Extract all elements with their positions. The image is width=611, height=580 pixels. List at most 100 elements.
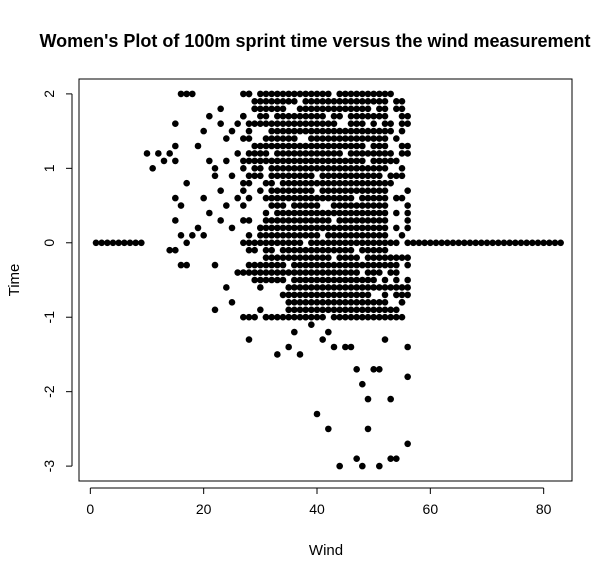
- data-point: [347, 291, 355, 299]
- data-point: [268, 276, 275, 284]
- data-point: [370, 232, 377, 239]
- x-tick-label: 60: [423, 501, 439, 517]
- data-point: [302, 299, 309, 306]
- data-point: [398, 299, 406, 306]
- data-point: [291, 239, 298, 247]
- data-point: [353, 150, 360, 157]
- data-point: [325, 328, 332, 336]
- data-point: [393, 194, 400, 202]
- data-point: [279, 112, 287, 120]
- data-point: [342, 276, 349, 284]
- data-point: [330, 194, 338, 202]
- data-point: [268, 98, 275, 105]
- data-point: [376, 172, 383, 180]
- data-point: [398, 98, 406, 105]
- data-point: [183, 90, 190, 98]
- data-point: [251, 313, 258, 321]
- data-point: [313, 157, 321, 165]
- data-point: [274, 105, 281, 113]
- data-point: [325, 239, 332, 247]
- data-point: [381, 150, 389, 157]
- data-point: [376, 179, 383, 187]
- data-point: [387, 150, 394, 157]
- data-point: [353, 112, 360, 120]
- data-point: [319, 306, 326, 314]
- data-point: [376, 127, 383, 135]
- data-point: [398, 127, 406, 135]
- data-point: [427, 239, 434, 247]
- data-point: [330, 291, 338, 299]
- data-point: [257, 239, 264, 247]
- data-point: [342, 202, 349, 209]
- data-point: [364, 224, 372, 232]
- data-point: [347, 209, 355, 217]
- data-point: [342, 269, 349, 276]
- data-point: [381, 276, 389, 284]
- data-point: [319, 157, 326, 165]
- data-point: [376, 246, 383, 254]
- data-point: [308, 98, 315, 105]
- data-point: [404, 343, 411, 351]
- data-point: [370, 306, 377, 314]
- data-point: [240, 187, 247, 194]
- data-point: [296, 172, 304, 180]
- data-point: [268, 135, 275, 142]
- data-point: [325, 127, 332, 135]
- data-point: [296, 202, 304, 209]
- data-point: [302, 98, 309, 105]
- data-point: [495, 239, 502, 247]
- data-point: [325, 150, 332, 157]
- data-point: [336, 179, 343, 187]
- data-point: [353, 142, 360, 150]
- data-point: [285, 313, 292, 321]
- data-point: [160, 157, 168, 165]
- data-point: [313, 261, 321, 269]
- data-point: [330, 224, 338, 232]
- data-point: [308, 165, 315, 172]
- data-point: [291, 135, 298, 142]
- data-point: [330, 306, 338, 314]
- data-point: [353, 239, 360, 247]
- data-point: [398, 232, 406, 239]
- data-point: [325, 306, 332, 314]
- data-point: [268, 224, 275, 232]
- data-point: [404, 284, 411, 291]
- data-point: [347, 135, 355, 142]
- data-point: [364, 98, 372, 105]
- data-point: [398, 254, 406, 261]
- data-point: [251, 165, 258, 172]
- data-point: [330, 135, 338, 142]
- data-point: [291, 157, 298, 165]
- data-point: [336, 165, 343, 172]
- data-point: [291, 254, 298, 261]
- data-point: [268, 127, 275, 135]
- data-point: [336, 269, 343, 276]
- data-point: [234, 269, 241, 276]
- data-point: [359, 98, 366, 105]
- data-point: [268, 246, 275, 254]
- data-point: [313, 224, 321, 232]
- data-point: [370, 239, 377, 247]
- data-point: [364, 246, 372, 254]
- data-point: [342, 179, 349, 187]
- data-point: [274, 127, 281, 135]
- data-point: [370, 187, 377, 194]
- data-point: [313, 194, 321, 202]
- data-point: [296, 239, 304, 247]
- data-point: [506, 239, 513, 247]
- data-point: [296, 351, 304, 358]
- data-point: [313, 165, 321, 172]
- y-tick-label: 0: [41, 239, 57, 247]
- data-point: [381, 299, 389, 306]
- data-point: [302, 313, 309, 321]
- data-point: [296, 142, 304, 150]
- data-point: [359, 291, 366, 299]
- data-point: [285, 142, 292, 150]
- data-point: [370, 276, 377, 284]
- data-point: [359, 313, 366, 321]
- data-point: [336, 217, 343, 224]
- data-point: [302, 291, 309, 299]
- data-point: [381, 157, 389, 165]
- data-point: [404, 150, 411, 157]
- data-point: [370, 127, 377, 135]
